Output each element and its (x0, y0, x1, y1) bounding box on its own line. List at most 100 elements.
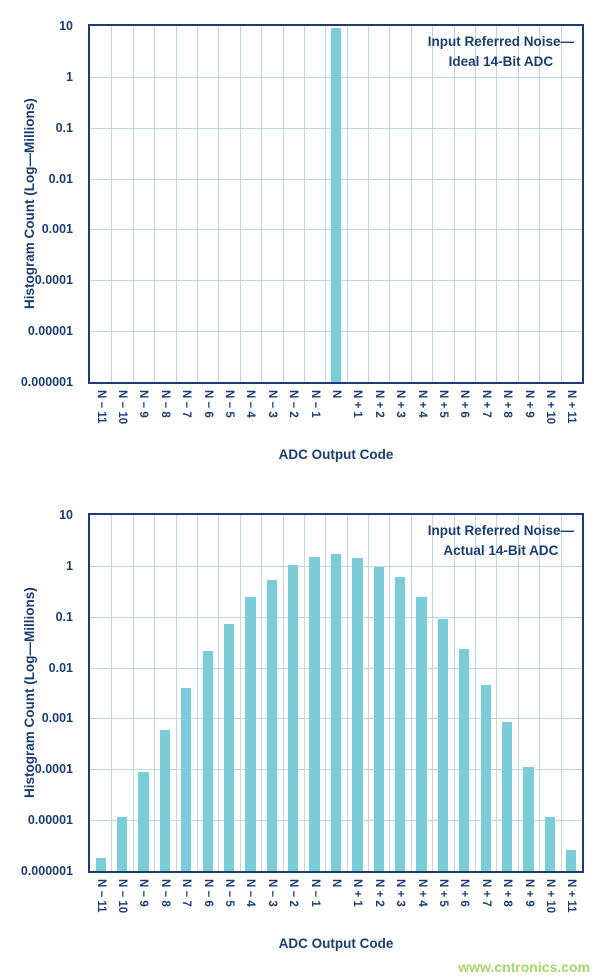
x-tick-text: N + 2 (372, 390, 385, 418)
x-tick-text: N − 4 (244, 879, 257, 907)
x-tick-text: N + 4 (415, 879, 428, 907)
bar-N−1 (309, 556, 320, 871)
gridline-vertical (539, 515, 541, 871)
x-axis-title: ADC Output Code (278, 936, 394, 951)
watermark: www.cntronics.com (458, 959, 590, 975)
x-tick-text: N − 6 (201, 390, 214, 418)
x-tick-label: N − 11 (90, 875, 111, 933)
bar-N−6 (202, 651, 213, 871)
gridline-vertical (303, 26, 305, 382)
x-tick-label: N + 10 (539, 875, 560, 933)
x-tick-text: N − 4 (244, 390, 257, 418)
x-tick-text: N − 3 (265, 390, 278, 418)
x-tick-label: N + 1 (347, 386, 368, 444)
y-tick-label: 0.000001 (20, 864, 73, 878)
y-tick-label: 10 (59, 508, 73, 522)
y-tick-label: 1 (66, 558, 73, 573)
gridline-vertical (453, 515, 455, 871)
x-tick-label: N − 8 (154, 386, 175, 444)
gridline-vertical (261, 26, 263, 382)
x-tick-text: N − 2 (287, 879, 300, 907)
gridline-vertical (132, 26, 134, 382)
gridline-vertical (475, 26, 477, 382)
bar-N+2 (373, 566, 384, 871)
gridline-vertical (560, 515, 562, 871)
x-tick-text: N + 8 (501, 879, 514, 907)
x-tick-label: N − 1 (304, 875, 325, 933)
y-tick-labels: 10 1 0.1 0.01 0.001 0.0001 0.00001 0.000001 (0, 508, 80, 878)
x-tick-label: N − 6 (197, 386, 218, 444)
x-tick-text: N − 2 (287, 390, 300, 418)
x-tick-labels: N − 11 N − 10 N − 9 N − 8 N − 7 N − 6 N − 5 N −… (90, 386, 582, 444)
x-tick-text: N + 1 (351, 390, 364, 418)
gridline-vertical (517, 26, 519, 382)
x-tick-label: N − 4 (240, 875, 261, 933)
x-tick-label: N + 9 (518, 386, 539, 444)
x-axis-title: ADC Output Code (278, 447, 394, 462)
x-tick-label: N − 3 (261, 386, 282, 444)
gridline-vertical (303, 515, 305, 871)
x-tick-label: N − 10 (111, 386, 132, 444)
x-tick-text: N − 9 (137, 879, 150, 907)
x-tick-text: N + 9 (522, 390, 535, 418)
actual-adc-histogram: Histogram Count (Log—Millions) 10 1 0.1 0.0… (0, 489, 600, 978)
y-tick-label: 0.00001 (27, 324, 73, 339)
x-tick-label: N − 6 (197, 875, 218, 933)
gridline-vertical (496, 515, 498, 871)
x-tick-label: N + 2 (368, 875, 389, 933)
y-tick-label: 0.00001 (27, 813, 73, 828)
gridline-vertical (453, 26, 455, 382)
x-tick-text: N + 7 (479, 879, 492, 907)
x-tick-text: N + 6 (458, 879, 471, 907)
x-tick-label: N − 9 (133, 875, 154, 933)
x-tick-label: N + 11 (561, 875, 582, 933)
bar-N−4 (245, 597, 256, 871)
x-tick-label: N + 1 (347, 875, 368, 933)
y-tick-label: 0.01 (48, 660, 73, 675)
x-tick-text: N + 9 (522, 879, 535, 907)
x-tick-label: N + 2 (368, 386, 389, 444)
x-tick-label: N (325, 875, 346, 933)
x-tick-label: N − 9 (133, 386, 154, 444)
gridline-vertical (368, 26, 370, 382)
bar-N+6 (459, 649, 470, 871)
x-tick-label: N + 3 (389, 386, 410, 444)
bar-N (330, 28, 342, 382)
x-tick-label: N + 8 (496, 386, 517, 444)
x-tick-text: N − 1 (308, 390, 321, 418)
gridline-vertical (175, 26, 177, 382)
x-tick-text: N − 5 (223, 879, 236, 907)
x-tick-label: N + 3 (389, 875, 410, 933)
x-tick-label: N − 5 (218, 386, 239, 444)
gridline-vertical (282, 515, 284, 871)
y-tick-label: 0.1 (55, 120, 73, 135)
x-tick-text: N + 11 (565, 390, 578, 424)
y-tick-label: 0.01 (48, 171, 73, 186)
x-tick-text: N + 1 (351, 879, 364, 907)
gridline-vertical (346, 26, 348, 382)
x-tick-text: N + 4 (415, 390, 428, 418)
gridline-vertical (239, 26, 241, 382)
gridline-vertical (410, 26, 412, 382)
plot-area: Input Referred Noise— Ideal 14-Bit ADC (88, 24, 584, 384)
y-tick-label: 1 (66, 69, 73, 84)
bar-N+5 (437, 619, 449, 871)
gridline-vertical (389, 515, 391, 871)
chart-annotation: Input Referred Noise— Actual 14-Bit ADC (428, 521, 574, 560)
x-tick-text: N − 7 (180, 390, 193, 418)
y-tick-label: 0.1 (55, 609, 73, 624)
x-tick-text: N − 11 (94, 390, 107, 424)
bar-N+9 (523, 767, 534, 871)
x-tick-label: N − 2 (283, 386, 304, 444)
y-tick-label: 0.001 (41, 711, 73, 726)
bar-N+7 (480, 684, 491, 871)
bar-N+8 (501, 722, 513, 871)
gridline-vertical (111, 26, 113, 382)
bar-N+1 (352, 557, 363, 871)
x-tick-text: N − 1 (308, 879, 321, 907)
gridline-vertical (475, 515, 477, 871)
y-tick-label: 0.001 (41, 222, 73, 237)
x-tick-label: N (325, 386, 346, 444)
annotation-line-2: Ideal 14-Bit ADC (448, 53, 554, 69)
gridline-vertical (368, 515, 370, 871)
